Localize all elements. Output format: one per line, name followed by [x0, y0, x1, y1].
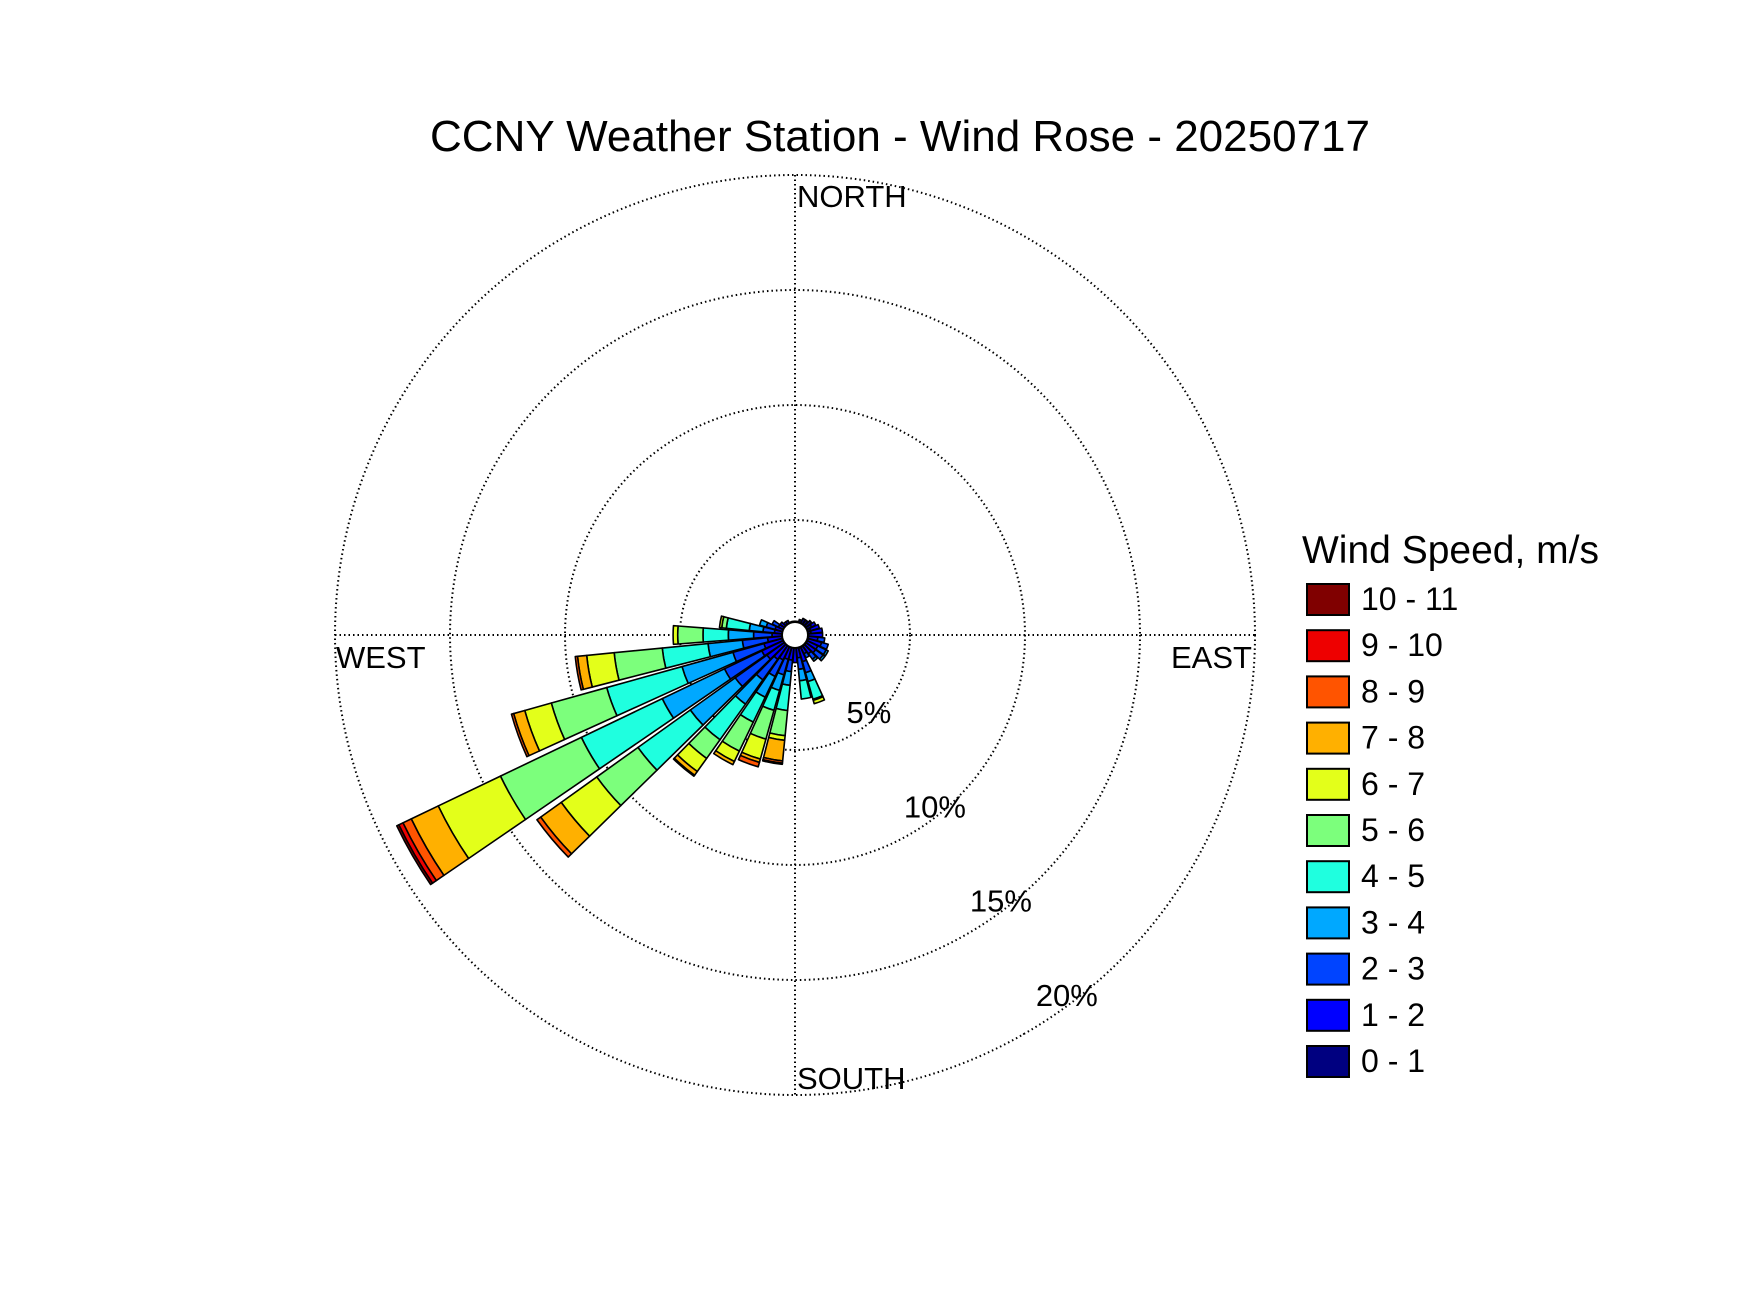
- petal-segment: [510, 712, 530, 758]
- petal-segment: [725, 617, 752, 632]
- legend-title: Wind Speed, m/s: [1302, 529, 1599, 572]
- legend-label: 5 - 6: [1361, 812, 1425, 848]
- wind-petals: [395, 615, 830, 886]
- grid-ring: [449, 289, 1141, 981]
- legend-label: 0 - 1: [1361, 1043, 1425, 1079]
- petal-segment: [737, 754, 761, 768]
- legend-swatch: [1306, 814, 1350, 847]
- petal-segment: [712, 749, 736, 766]
- legend-swatch: [1306, 1045, 1350, 1078]
- petal-segment: [672, 757, 696, 777]
- direction-label-west: WEST: [336, 640, 426, 675]
- speed-legend: 10 - 11 9 - 10 8 - 9 7 - 8 6 - 7 5 - 6 4 - 5 3 …: [1306, 581, 1458, 1079]
- petal-segment: [702, 627, 730, 643]
- petal-segment: [536, 816, 573, 858]
- petal-segment: [771, 619, 781, 628]
- direction-label-east: EAST: [1171, 640, 1252, 675]
- petal-segment: [676, 625, 705, 645]
- petal-segment: [762, 736, 786, 762]
- legend-swatch: [1306, 583, 1350, 616]
- legend-swatch: [1306, 767, 1350, 801]
- legend-swatch: [1306, 675, 1350, 709]
- petal-segment: [818, 654, 826, 662]
- legend-label: 3 - 4: [1361, 904, 1425, 940]
- direction-label-south: SOUTH: [797, 1061, 906, 1096]
- legend-swatch: [1306, 860, 1350, 894]
- petal-segment: [574, 655, 585, 691]
- legend-swatch: [1306, 721, 1350, 755]
- ring-label: 5%: [847, 695, 892, 730]
- petal-segment: [798, 678, 812, 700]
- legend-label: 9 - 10: [1361, 627, 1443, 663]
- radial-tick-labels: 5% 10% 15% 20%: [847, 695, 1098, 1013]
- ring-label: 20%: [1036, 978, 1098, 1013]
- legend-label: 1 - 2: [1361, 997, 1425, 1033]
- legend-swatch: [1306, 906, 1350, 940]
- petal-segment: [761, 758, 784, 766]
- petal-segment: [727, 629, 755, 641]
- legend-swatch: [1306, 952, 1350, 986]
- legend-label: 7 - 8: [1361, 720, 1425, 756]
- petal-segment: [812, 695, 826, 705]
- legend-label: 8 - 9: [1361, 673, 1425, 709]
- ring-label: 10%: [904, 789, 966, 824]
- petal-segment: [758, 618, 769, 628]
- legend-label: 4 - 5: [1361, 858, 1425, 894]
- petal-segment: [395, 824, 434, 886]
- petal-segment: [718, 615, 725, 629]
- petal-segment: [672, 624, 679, 646]
- legend-swatch: [1306, 629, 1350, 663]
- direction-label-north: NORTH: [797, 179, 907, 214]
- legend-swatch: [1306, 998, 1350, 1032]
- chart-title: CCNY Weather Station - Wind Rose - 20250…: [430, 112, 1370, 161]
- legend-label: 2 - 3: [1361, 951, 1425, 987]
- ring-label: 15%: [970, 884, 1032, 919]
- legend-label: 10 - 11: [1361, 581, 1458, 617]
- legend-label: 6 - 7: [1361, 766, 1425, 802]
- petal-segment: [811, 655, 819, 662]
- calm-center: [781, 621, 809, 649]
